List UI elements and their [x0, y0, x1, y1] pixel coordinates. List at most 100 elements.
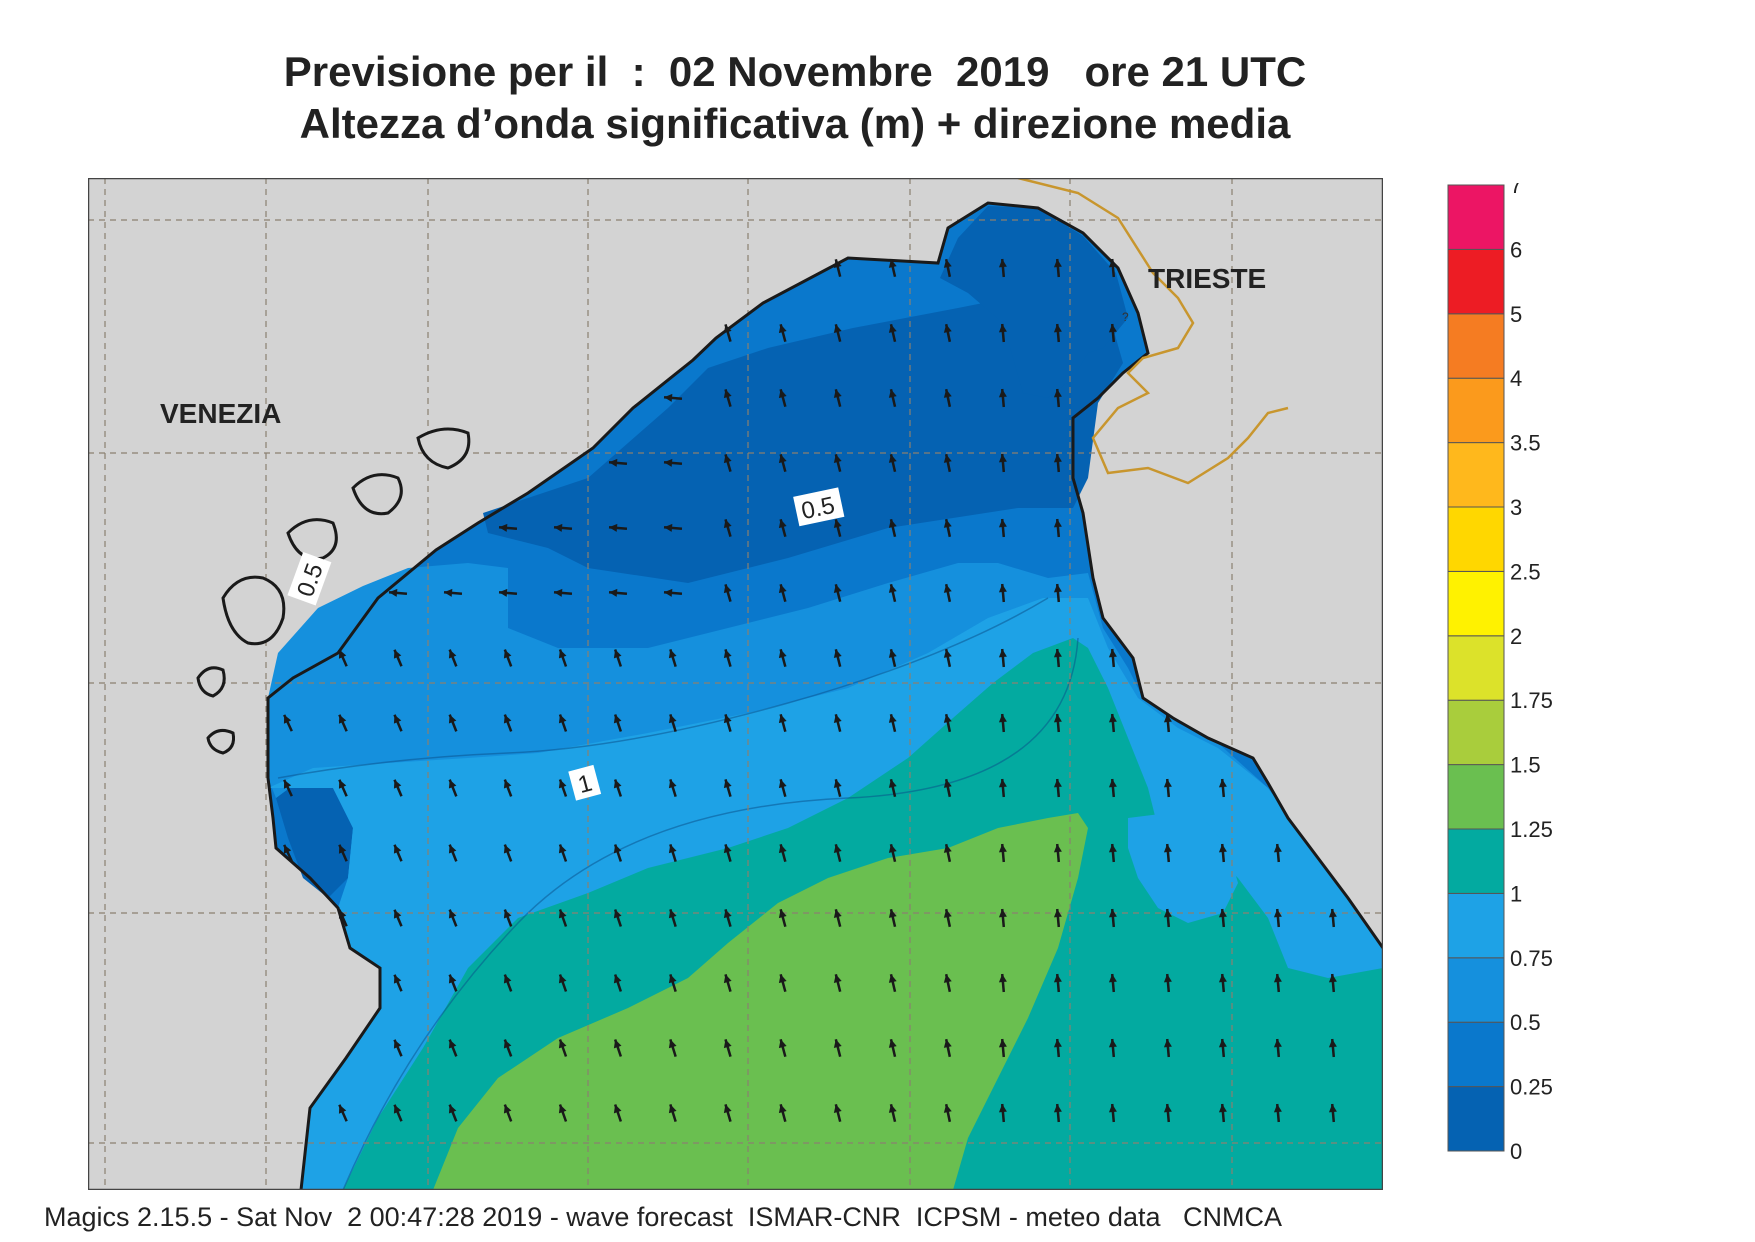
- wave-arrow-head: [998, 974, 1007, 983]
- city-label-venezia: VENEZIA: [160, 398, 281, 429]
- wave-arrow-head: [888, 324, 897, 333]
- wave-arrow-head: [833, 714, 842, 723]
- wave-arrow-head: [338, 1104, 347, 1114]
- wave-arrow-head: [503, 714, 512, 724]
- wave-arrow-head: [723, 1104, 732, 1114]
- wave-arrow-head: [558, 714, 567, 724]
- wave-arrow-head: [943, 714, 952, 723]
- map-frame: [88, 178, 1383, 1190]
- wave-arrow-head: [503, 779, 512, 789]
- wave-arrow-head: [888, 519, 897, 528]
- wave-arrow-head: [1163, 779, 1172, 788]
- wave-arrow-head: [558, 909, 567, 919]
- wave-arrow-head: [778, 974, 787, 984]
- wave-arrow-head: [448, 1039, 457, 1049]
- wave-arrow-head: [448, 909, 457, 919]
- wave-arrow-head: [1108, 909, 1117, 918]
- legend-tick-label: 0: [1510, 1139, 1522, 1163]
- wave-band-0-0.25: [940, 206, 1128, 398]
- wave-arrow-head: [833, 389, 842, 398]
- wave-arrow-head: [503, 909, 512, 919]
- wave-arrow-head: [448, 974, 457, 984]
- wave-arrow-head: [888, 1104, 897, 1113]
- wave-arrow-head: [723, 974, 732, 984]
- wave-arrow-head: [888, 454, 897, 463]
- wave-arrow-head: [833, 844, 842, 853]
- wave-arrow-head: [503, 1039, 512, 1049]
- wave-arrow-head: [1053, 389, 1062, 398]
- wave-arrow-head: [1328, 1104, 1337, 1113]
- wave-arrow-head: [833, 909, 842, 918]
- wave-arrow-head: [664, 588, 673, 597]
- wave-arrow-head: [833, 454, 842, 463]
- wave-arrow-head: [664, 393, 673, 402]
- wave-arrow-head: [778, 649, 787, 659]
- legend-tick-label: 1.75: [1510, 688, 1553, 713]
- wave-arrow-head: [833, 779, 842, 788]
- wave-arrow-head: [1108, 649, 1117, 658]
- wave-arrow-head: [778, 584, 787, 594]
- legend-tick-label: 1.25: [1510, 817, 1553, 842]
- wave-arrow-head: [668, 714, 677, 724]
- wave-arrow-head: [499, 588, 508, 597]
- wave-arrow-head: [1163, 1039, 1172, 1048]
- wave-arrow-head: [1108, 974, 1117, 983]
- wave-arrow-head: [943, 1039, 952, 1048]
- wave-arrow-head: [613, 779, 622, 789]
- legend-bin: [1447, 699, 1505, 766]
- wave-arrow-head: [888, 714, 897, 723]
- wave-arrow-head: [503, 1104, 512, 1114]
- wave-arrow-head: [1273, 974, 1282, 983]
- wave-arrow-head: [888, 779, 897, 788]
- wave-arrow-head: [888, 649, 897, 658]
- wave-arrow-head: [283, 779, 292, 789]
- city-marker: ?: [1122, 310, 1129, 324]
- city-label-trieste: TRIESTE: [1148, 263, 1266, 294]
- wave-arrow-head: [613, 909, 622, 919]
- wave-arrow-head: [888, 844, 897, 853]
- wave-arrow-head: [998, 454, 1007, 463]
- wave-arrow-head: [1108, 844, 1117, 853]
- wave-arrow-head: [833, 649, 842, 658]
- legend-tick-label: 0.25: [1510, 1075, 1553, 1100]
- wave-arrow-head: [558, 844, 567, 854]
- wave-arrow-head: [1273, 1039, 1282, 1048]
- wave-arrow-head: [998, 1039, 1007, 1048]
- wave-arrow-head: [448, 844, 457, 854]
- wave-arrow-head: [1163, 974, 1172, 983]
- wave-arrow-head: [998, 389, 1007, 398]
- wave-arrow-head: [1053, 519, 1062, 528]
- national-border: [1017, 178, 1289, 485]
- wave-arrow-head: [778, 519, 787, 529]
- wave-arrow-head: [943, 389, 952, 398]
- map-subtitle: Altezza d’onda significativa (m) + direz…: [299, 100, 1291, 147]
- wave-height-legend: 0 0.25 0.5 0.75 1 1.25 1.5 1.75 2 2.5 3 3.5 4 5 6 7: [1447, 183, 1553, 1163]
- wave-arrow-head: [668, 779, 677, 789]
- wave-arrow-head: [998, 649, 1007, 658]
- wave-arrow-head: [1163, 909, 1172, 918]
- wave-arrow-head: [1328, 974, 1337, 983]
- wave-arrow-head: [998, 844, 1007, 853]
- wave-arrow-head: [664, 458, 673, 467]
- wave-arrow-head: [888, 1039, 897, 1048]
- wave-arrow-head: [1108, 779, 1117, 788]
- legend-bin: [1447, 442, 1505, 508]
- wave-arrow-head: [503, 844, 512, 854]
- legend-bin: [1447, 635, 1505, 701]
- wave-arrow-head: [888, 584, 897, 593]
- wave-band-0.75-1: [1128, 813, 1238, 923]
- wave-arrow-head: [1108, 259, 1117, 268]
- wave-arrow-head: [943, 909, 952, 918]
- legend-bin: [1447, 828, 1505, 894]
- wave-arrow-head: [499, 523, 508, 532]
- wave-arrow-head: [554, 588, 563, 597]
- legend-tick-label: 1: [1510, 881, 1522, 906]
- wave-arrow-head: [664, 523, 673, 532]
- wave-arrow-head: [1218, 909, 1227, 918]
- wave-arrow-head: [1273, 844, 1282, 853]
- wave-arrow-head: [723, 779, 732, 789]
- wave-arrow-head: [338, 649, 347, 659]
- wave-arrow-head: [668, 844, 677, 854]
- wave-arrow-head: [888, 909, 897, 918]
- wave-arrow-head: [778, 1039, 787, 1049]
